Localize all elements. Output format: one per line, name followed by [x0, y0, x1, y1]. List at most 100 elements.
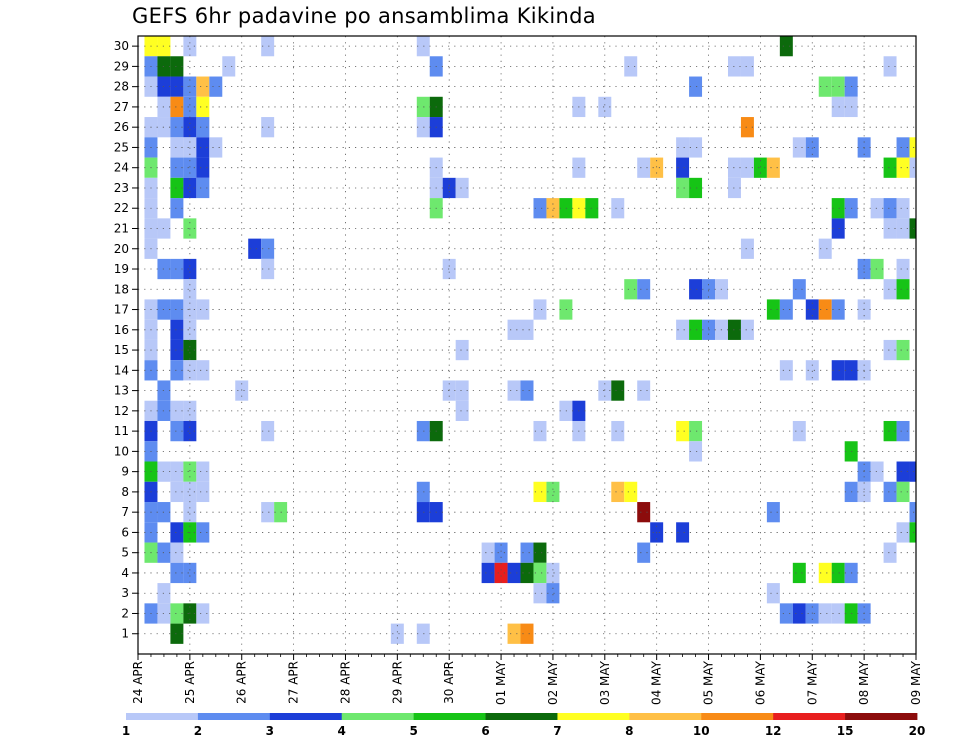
y-tick-label: 11 [114, 424, 129, 438]
heatmap-cell [883, 339, 897, 361]
heatmap-cell [494, 562, 508, 584]
heatmap-cell [883, 157, 897, 178]
heatmap-cell [676, 420, 690, 442]
colorbar-swatch [773, 713, 846, 720]
colorbar-swatch [557, 713, 630, 720]
heatmap-cell [676, 177, 690, 199]
heatmap-cell [170, 117, 184, 138]
y-tick-label: 3 [121, 586, 129, 600]
heatmap-cell [779, 36, 793, 57]
heatmap-cell [533, 198, 547, 219]
heatmap-cell [909, 218, 916, 239]
heatmap-cell [676, 137, 690, 158]
heatmap-cell [727, 177, 741, 199]
heatmap-cell [870, 258, 884, 280]
y-tick-label: 18 [114, 282, 129, 296]
heatmap-cell [196, 299, 210, 320]
heatmap-cell [170, 623, 184, 644]
heatmap-cell [598, 96, 612, 118]
heatmap-cell [637, 279, 651, 300]
heatmap-cell [909, 502, 916, 523]
heatmap-cell [183, 461, 197, 482]
heatmap-cell [455, 339, 469, 361]
heatmap-cell [818, 562, 832, 584]
heatmap-cell [170, 461, 184, 482]
heatmap-cell [170, 481, 184, 503]
heatmap-cell [183, 339, 197, 361]
heatmap-cell [546, 198, 560, 219]
x-tick-label: 25 APR [183, 661, 197, 704]
heatmap-cell [261, 258, 275, 280]
colorbar-swatch [197, 713, 271, 720]
colorbar-swatch [413, 713, 486, 720]
y-tick-label: 6 [121, 525, 129, 539]
x-tick-label: 06 MAY [753, 660, 767, 705]
heatmap-cell [585, 198, 599, 219]
heatmap-cell [792, 603, 806, 624]
heatmap-cell [507, 380, 521, 401]
heatmap-cell [170, 76, 184, 97]
heatmap-cell [196, 96, 210, 118]
heatmap-cell [818, 603, 832, 624]
heatmap-cell [170, 562, 184, 584]
colorbar-swatch [341, 713, 415, 720]
y-tick-label: 13 [114, 384, 129, 398]
colorbar-swatch [269, 713, 343, 720]
heatmap-cell [689, 441, 703, 462]
heatmap-cell [740, 117, 754, 138]
heatmap-cell [637, 157, 651, 178]
heatmap-cell [883, 420, 897, 442]
heatmap-cell [637, 380, 651, 401]
x-tick-label: 27 APR [287, 661, 301, 704]
heatmap-cell [183, 360, 197, 381]
heatmap-cell [196, 76, 210, 97]
colorbar-label: 4 [338, 724, 346, 738]
colorbar-label: 5 [409, 724, 417, 738]
colorbar-label: 7 [553, 724, 561, 738]
heatmap-cells [144, 36, 916, 644]
heatmap-cell [183, 400, 197, 421]
heatmap-cell [183, 258, 197, 280]
heatmap-cell [196, 177, 210, 199]
heatmap-cell [183, 96, 197, 118]
heatmap-cell [624, 56, 638, 77]
y-tick-label: 19 [114, 262, 129, 276]
heatmap-cell [520, 319, 534, 340]
heatmap-cell [261, 420, 275, 442]
x-tick-label: 30 APR [442, 661, 456, 704]
heatmap-cell [637, 502, 651, 523]
heatmap-cell [896, 522, 910, 543]
heatmap-cell [689, 420, 703, 442]
heatmap-cell [792, 137, 806, 158]
heatmap-cell [727, 319, 741, 340]
heatmap-cell [676, 157, 690, 178]
heatmap-cell [170, 137, 184, 158]
heatmap-cell [481, 542, 495, 563]
heatmap-cell [170, 420, 184, 442]
y-tick-label: 4 [121, 566, 129, 580]
heatmap-cell [481, 562, 495, 584]
heatmap-cell [909, 461, 916, 482]
heatmap-cell [196, 603, 210, 624]
x-tick-label: 02 MAY [546, 660, 560, 705]
heatmap-cell [818, 299, 832, 320]
x-tick-label: 08 MAY [857, 660, 871, 705]
heatmap-cell [831, 299, 845, 320]
y-tick-label: 17 [114, 303, 129, 317]
heatmap-cell [455, 177, 469, 199]
heatmap-cell [766, 502, 780, 523]
x-tick-label: 09 MAY [909, 660, 923, 705]
y-tick-label: 20 [114, 242, 129, 256]
y-tick-label: 15 [114, 343, 129, 357]
heatmap-cell [896, 339, 910, 361]
heatmap-cell [766, 299, 780, 320]
heatmap-cell [183, 157, 197, 178]
heatmap-cell [740, 319, 754, 340]
heatmap-cell [689, 76, 703, 97]
heatmap-cell [196, 157, 210, 178]
heatmap-cell [170, 157, 184, 178]
heatmap-cell [170, 258, 184, 280]
heatmap-cell [896, 157, 910, 178]
heatmap-cell [507, 319, 521, 340]
